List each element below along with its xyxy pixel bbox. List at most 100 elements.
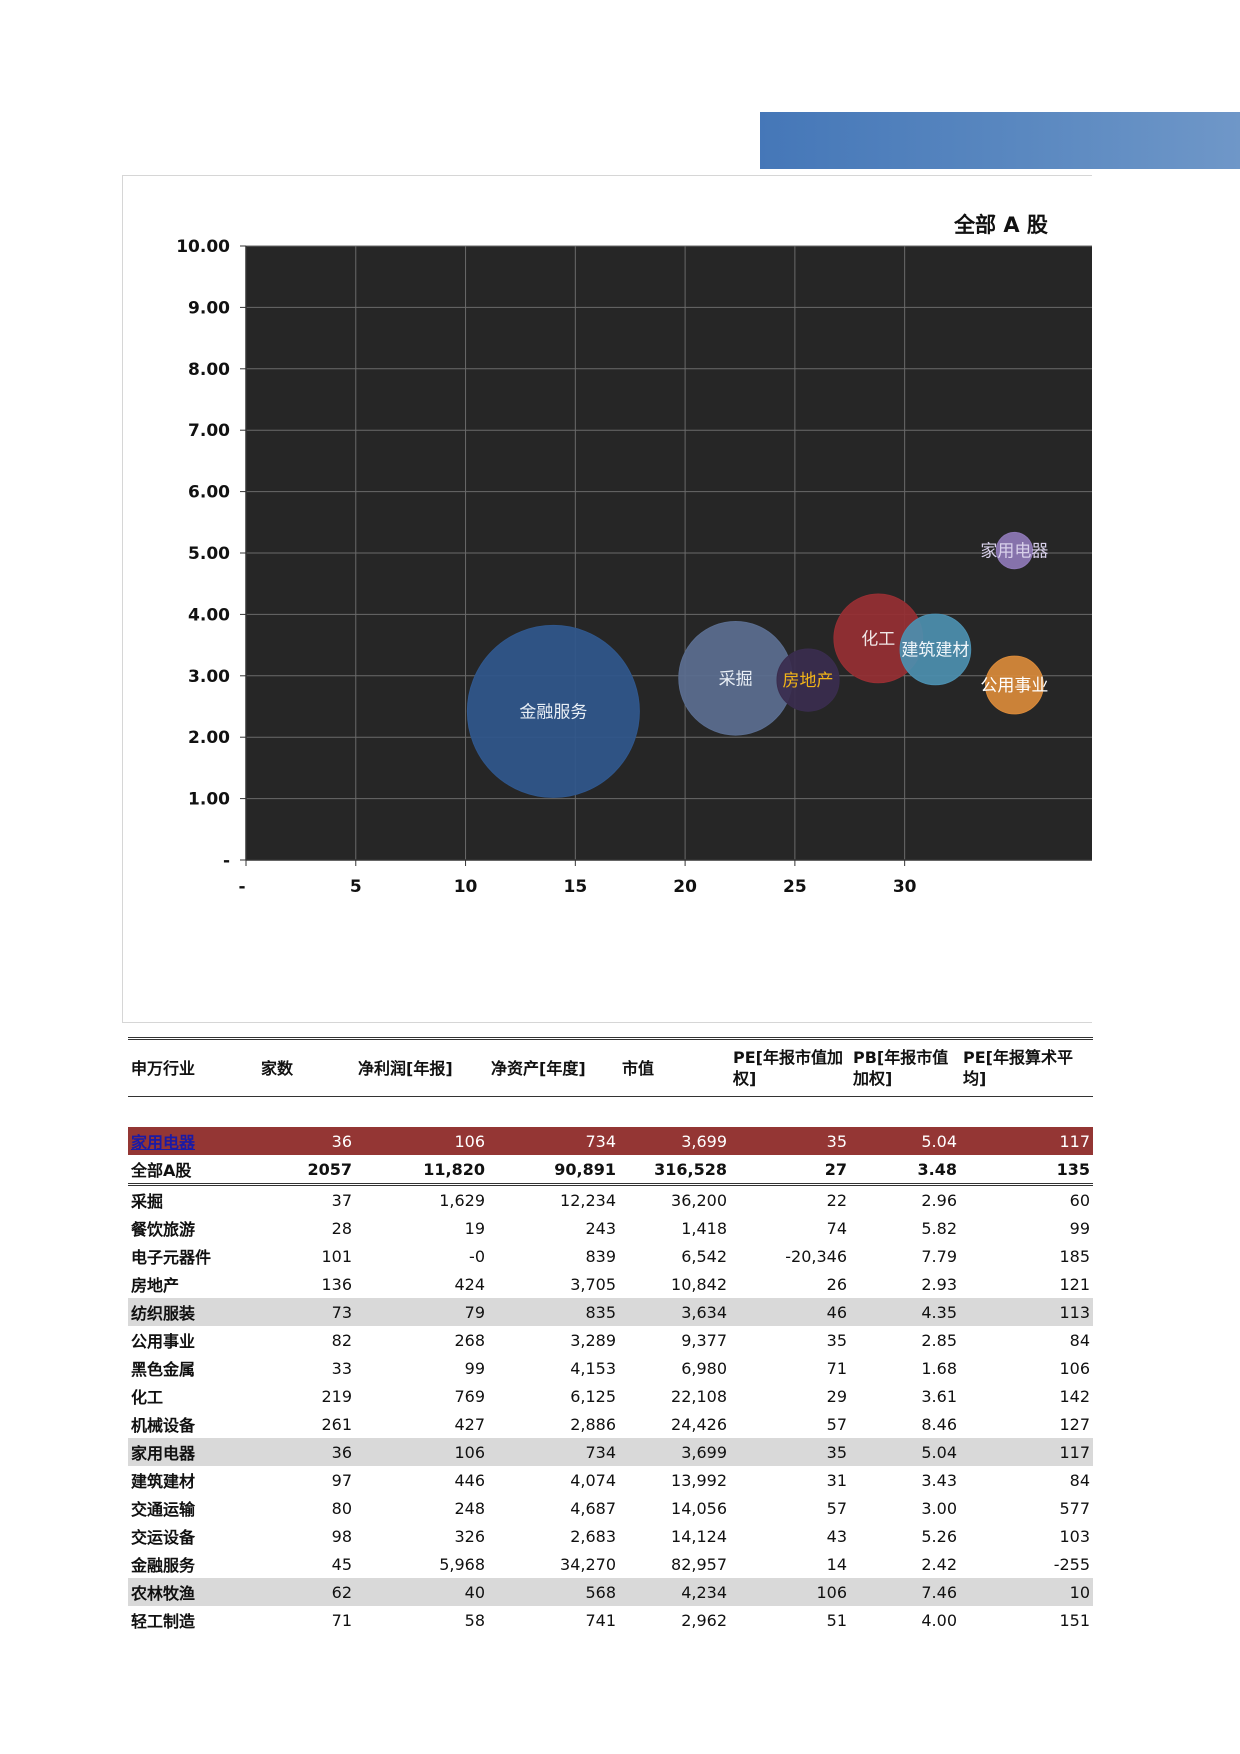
- value-cell: 14: [826, 1554, 847, 1574]
- value-cell: 6,980: [681, 1358, 727, 1378]
- value-cell: 35: [730, 1438, 850, 1466]
- column-header: 市值: [619, 1037, 730, 1097]
- value-cell: 577: [1059, 1498, 1090, 1518]
- table-row: 轻工制造 71 58 741 2,962 51 4.00 151: [128, 1606, 1093, 1634]
- column-header: 申万行业: [128, 1037, 258, 1097]
- value-cell: 40: [355, 1578, 488, 1606]
- value-cell: 98: [331, 1526, 352, 1546]
- value-cell: 35: [826, 1330, 847, 1350]
- value-cell: 248: [454, 1498, 485, 1518]
- industry-name-cell[interactable]: 家用电器: [128, 1127, 258, 1155]
- value-cell: 117: [960, 1127, 1093, 1155]
- value-cell: 261: [321, 1414, 352, 1434]
- value-cell: 741: [585, 1610, 616, 1630]
- value-cell: 22: [826, 1190, 847, 1210]
- value-cell: 101: [321, 1246, 352, 1266]
- value-cell: 7.79: [921, 1246, 957, 1266]
- highlight-row: 家用电器 36 106 734 3,699 35 5.04 117: [128, 1127, 1093, 1155]
- column-header: 家数: [258, 1037, 355, 1097]
- value-cell: 446: [454, 1470, 485, 1490]
- value-cell: 135: [960, 1155, 1093, 1186]
- value-cell: 58: [464, 1610, 485, 1630]
- value-cell: 22,108: [671, 1386, 727, 1406]
- value-cell: 5,968: [439, 1554, 485, 1574]
- y-tick-label: 3.00: [188, 667, 230, 687]
- value-cell: 568: [488, 1578, 619, 1606]
- value-cell: 3.48: [850, 1155, 960, 1186]
- value-cell: 57: [826, 1498, 847, 1518]
- value-cell: 29: [826, 1386, 847, 1406]
- bubble: [776, 648, 840, 712]
- column-header: PE[年报市值加权]: [730, 1037, 850, 1097]
- value-cell: 3.61: [921, 1386, 957, 1406]
- bubble: [995, 531, 1034, 570]
- value-cell: 5.82: [921, 1218, 957, 1238]
- x-tick-label: 20: [673, 877, 697, 897]
- table-header-row: 申万行业 家数 净利润[年报] 净资产[年度] 市值 PE[年报市值加权] PB[年报市值加…: [128, 1037, 1093, 1097]
- value-cell: 36: [258, 1127, 355, 1155]
- bubble-label: 采掘: [719, 669, 753, 689]
- header-band: [760, 112, 1240, 169]
- value-cell: 2.42: [921, 1554, 957, 1574]
- value-cell: -20,346: [785, 1246, 847, 1266]
- value-cell: 60: [1069, 1190, 1090, 1210]
- y-tick-label: 10.00: [176, 237, 230, 257]
- industry-name-cell: 农林牧渔: [128, 1578, 258, 1606]
- value-cell: 268: [454, 1330, 485, 1350]
- value-cell: 2,886: [570, 1414, 616, 1434]
- value-cell: 4,074: [570, 1470, 616, 1490]
- value-cell: 839: [585, 1246, 616, 1266]
- value-cell: 734: [488, 1438, 619, 1466]
- value-cell: -0: [469, 1246, 485, 1266]
- x-tick-label: 10: [454, 877, 478, 897]
- industry-name-cell: 公用事业: [131, 1332, 196, 1351]
- value-cell: 2,962: [681, 1610, 727, 1630]
- value-cell: 3,699: [619, 1438, 730, 1466]
- value-cell: 2.93: [921, 1274, 957, 1294]
- value-cell: 6,125: [570, 1386, 616, 1406]
- value-cell: 4,234: [619, 1578, 730, 1606]
- industry-name-cell: 化工: [131, 1388, 164, 1407]
- table-row: 农林牧渔 62 40 568 4,234 106 7.46 10: [128, 1578, 1093, 1606]
- value-cell: 316,528: [619, 1155, 730, 1186]
- value-cell: 3,705: [570, 1274, 616, 1294]
- industry-name-cell: 金融服务: [131, 1556, 196, 1575]
- value-cell: 14,124: [671, 1526, 727, 1546]
- y-tick-label: 1.00: [188, 790, 230, 810]
- value-cell: 7.46: [850, 1578, 960, 1606]
- industry-name-cell: 房地产: [131, 1276, 180, 1295]
- value-cell: 2.96: [921, 1190, 957, 1210]
- value-cell: 14,056: [671, 1498, 727, 1518]
- value-cell: 427: [454, 1414, 485, 1434]
- value-cell: 99: [464, 1358, 485, 1378]
- value-cell: 57: [826, 1414, 847, 1434]
- value-cell: 3,699: [619, 1127, 730, 1155]
- table-row: 机械设备 261 427 2,886 24,426 57 8.46 127: [128, 1410, 1093, 1438]
- value-cell: 117: [960, 1438, 1093, 1466]
- value-cell: 37: [331, 1190, 352, 1210]
- x-tick-label: 30: [893, 877, 917, 897]
- table-row: 电子元器件 101 -0 839 6,542 -20,346 7.79 185: [128, 1242, 1093, 1270]
- value-cell: 84: [1069, 1330, 1090, 1350]
- value-cell: 74: [826, 1218, 847, 1238]
- table-row: 家用电器 36 106 734 3,699 35 5.04 117: [128, 1438, 1093, 1466]
- bubble: [899, 613, 972, 686]
- table-row: 采掘 37 1,629 12,234 36,200 22 2.96 60: [128, 1185, 1093, 1215]
- value-cell: 13,992: [671, 1470, 727, 1490]
- value-cell: 243: [585, 1218, 616, 1238]
- y-tick-label: 7.00: [188, 421, 230, 441]
- value-cell: 5.26: [921, 1526, 957, 1546]
- value-cell: 99: [1069, 1218, 1090, 1238]
- table-row: 化工 219 769 6,125 22,108 29 3.61 142: [128, 1382, 1093, 1410]
- bubble-label: 房地产: [783, 671, 834, 691]
- value-cell: 36,200: [671, 1190, 727, 1210]
- value-cell: 12,234: [560, 1190, 616, 1210]
- industry-name-cell: 全部A股: [128, 1155, 258, 1186]
- y-tick-label: -: [223, 851, 230, 871]
- bubble-label: 家用电器: [980, 542, 1048, 562]
- industry-name-cell: 交运设备: [131, 1528, 196, 1547]
- bubble-label: 公用事业: [980, 676, 1048, 696]
- y-tick-label: 2.00: [188, 728, 230, 748]
- column-header: 净利润[年报]: [355, 1037, 488, 1097]
- value-cell: 3.00: [921, 1498, 957, 1518]
